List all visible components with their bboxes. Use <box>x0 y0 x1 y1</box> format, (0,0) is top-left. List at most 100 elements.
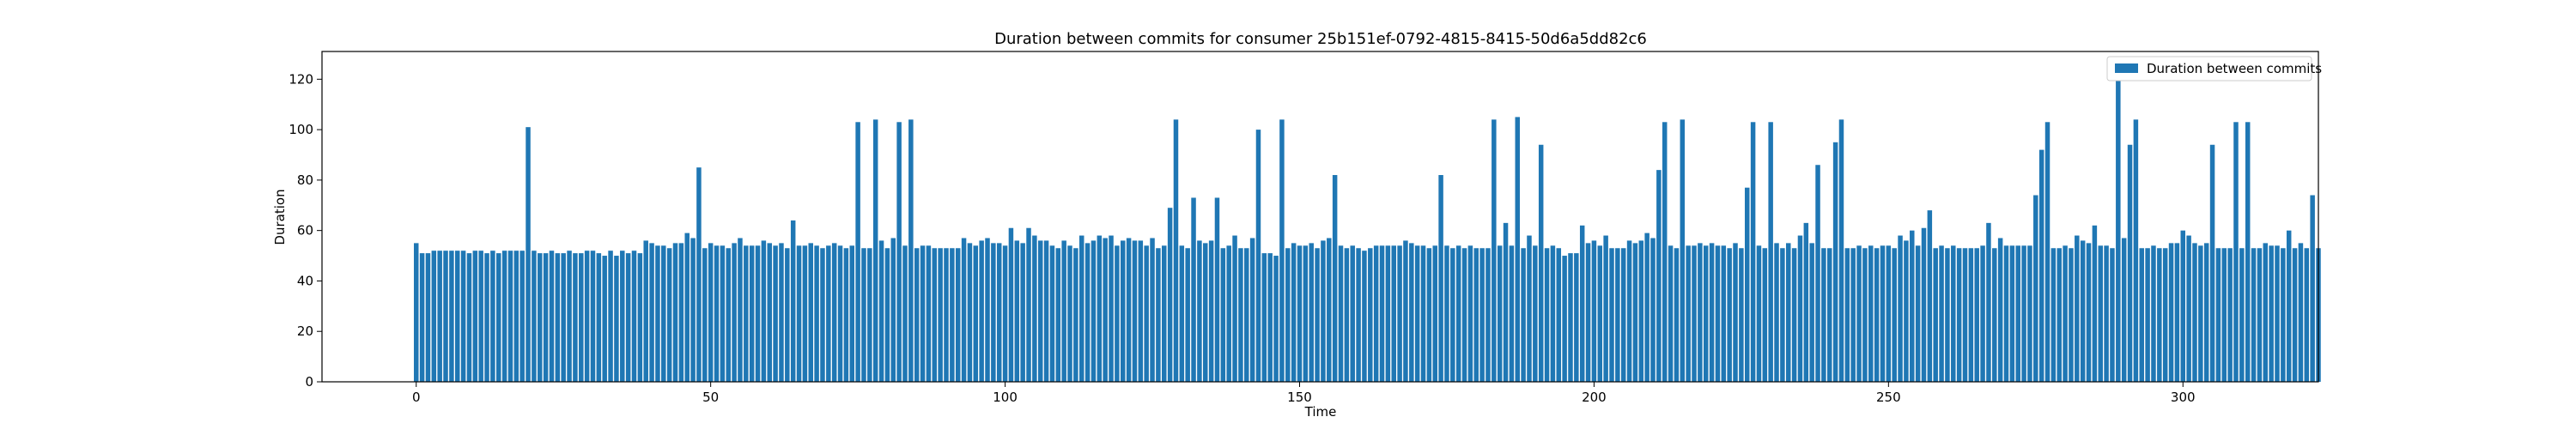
bar <box>1255 130 1261 383</box>
bar <box>1414 245 1420 382</box>
bar <box>2050 248 2057 382</box>
bar <box>2257 248 2263 382</box>
bar <box>1620 248 1626 382</box>
bar <box>755 245 761 382</box>
bar <box>1656 170 1662 382</box>
bar <box>507 251 513 382</box>
bar <box>884 248 890 382</box>
bar <box>1904 240 1909 382</box>
bar <box>2180 230 2185 382</box>
bar <box>1002 245 1008 382</box>
bar <box>2233 122 2239 383</box>
bar <box>849 245 854 382</box>
bar <box>2044 122 2050 383</box>
legend: Duration between commits <box>2106 56 2322 82</box>
bar <box>1267 253 1273 382</box>
bar <box>855 122 860 383</box>
bar <box>1774 243 1779 382</box>
bar <box>2275 245 2280 382</box>
bar <box>2198 245 2203 382</box>
bar <box>1368 248 1373 382</box>
bar <box>625 253 631 382</box>
bar <box>1043 240 1049 382</box>
legend-swatch <box>2115 63 2138 73</box>
x-axis-label: Time <box>1304 404 1337 420</box>
bar <box>1391 245 1396 382</box>
bar <box>614 256 619 382</box>
bar <box>1238 248 1243 382</box>
bar <box>872 119 878 382</box>
bar <box>2251 248 2257 382</box>
bar <box>602 256 607 382</box>
bar <box>2133 119 2139 382</box>
bar <box>501 251 507 382</box>
bar <box>1397 245 1402 382</box>
bar <box>661 245 666 382</box>
bar <box>967 243 973 382</box>
bar <box>749 245 755 382</box>
bar <box>1067 245 1072 382</box>
bar <box>1126 238 1132 382</box>
bar <box>1150 238 1155 382</box>
y-tick-label: 120 <box>289 71 313 87</box>
bar <box>961 238 967 382</box>
bar <box>1632 243 1638 382</box>
bar <box>690 238 696 382</box>
bar <box>1698 243 1703 382</box>
y-tick-label: 80 <box>297 172 313 188</box>
bar <box>1797 235 1803 382</box>
bar <box>861 248 866 382</box>
bar <box>1521 248 1526 382</box>
bar <box>1821 248 1826 382</box>
bar <box>2086 243 2092 382</box>
bar <box>831 243 837 382</box>
bar <box>1644 233 1649 382</box>
bar <box>820 248 825 382</box>
bar <box>2063 245 2068 382</box>
bar <box>1014 240 1020 382</box>
bar <box>1055 248 1061 382</box>
bar <box>1385 245 1391 382</box>
chart-title: Duration between commits for consumer 25… <box>994 30 1647 48</box>
bar <box>2263 243 2269 382</box>
bar <box>1768 122 1773 383</box>
bar <box>1203 243 1208 382</box>
bar <box>1420 245 1426 382</box>
bar <box>1379 245 1385 382</box>
bar <box>1945 248 1950 382</box>
bar <box>431 251 437 382</box>
bar <box>425 253 431 382</box>
bar <box>1844 248 1850 382</box>
bar <box>2168 243 2174 382</box>
bar <box>1473 248 1479 382</box>
bar <box>1544 248 1550 382</box>
bar <box>1609 248 1614 382</box>
bar <box>549 251 555 382</box>
y-axis: 0 20 40 60 80 100 120 <box>289 71 322 390</box>
bar <box>720 245 726 382</box>
bar <box>1568 253 1573 382</box>
bar <box>1220 248 1226 382</box>
bar <box>2075 235 2080 382</box>
bar <box>2239 248 2245 382</box>
bar <box>584 251 590 382</box>
bar <box>596 253 602 382</box>
bar <box>761 240 767 382</box>
bar <box>1492 119 1497 382</box>
bar <box>726 248 731 382</box>
bar <box>814 245 819 382</box>
bar <box>2038 149 2044 382</box>
bar <box>2192 243 2197 382</box>
bar <box>1727 248 1732 382</box>
legend-label: Duration between commits <box>2147 61 2322 76</box>
bar <box>561 253 566 382</box>
bar <box>449 251 454 382</box>
bar <box>1515 117 1520 382</box>
bar <box>478 251 483 382</box>
bar <box>678 243 684 382</box>
bar <box>1291 243 1297 382</box>
bar <box>1078 235 1084 382</box>
bar <box>2281 248 2286 382</box>
bar <box>1933 248 1938 382</box>
bar <box>1426 248 1432 382</box>
